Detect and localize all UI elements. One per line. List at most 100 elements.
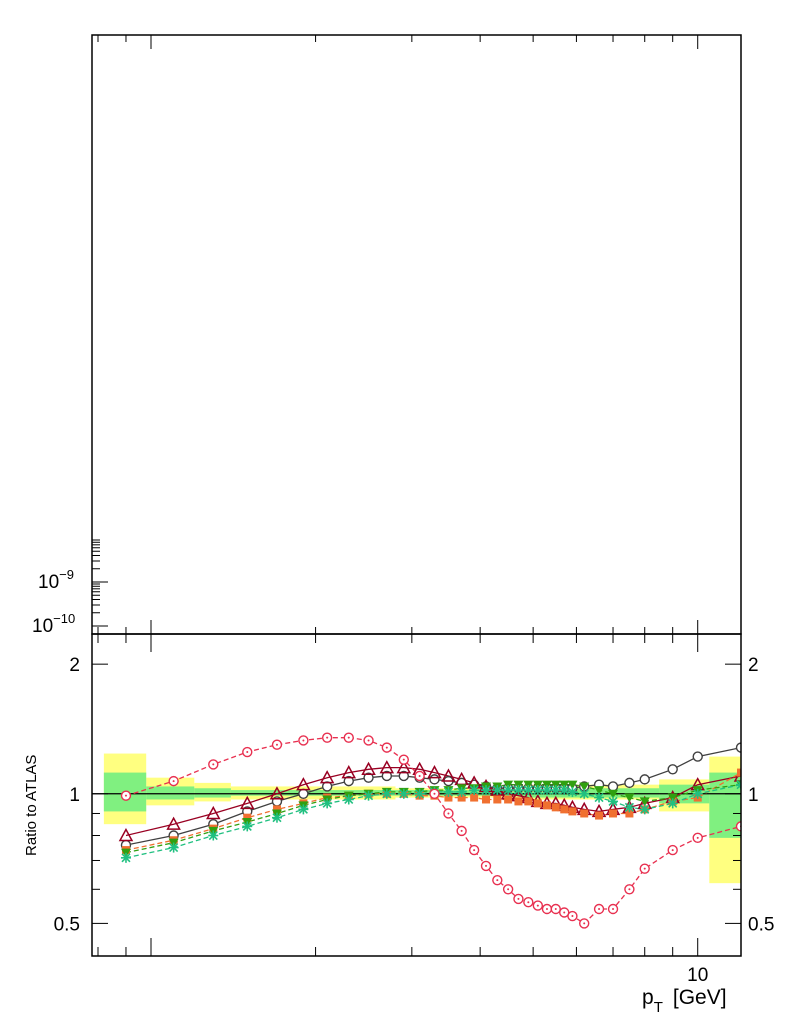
data-point: [580, 809, 589, 818]
data-point: [551, 803, 560, 812]
ratio-ytick-label-left: 1: [69, 785, 80, 806]
uncertainty-band-bin: [395, 790, 524, 796]
data-point: [120, 852, 131, 863]
data-point: [469, 785, 480, 796]
data-point: [504, 795, 513, 804]
star-stroke: [169, 843, 179, 853]
star-stroke: [668, 798, 678, 808]
data-point: [168, 842, 179, 853]
data-point: [532, 785, 543, 796]
data-point: [594, 786, 605, 796]
data-point-center: [347, 736, 350, 739]
data-point: [692, 788, 703, 799]
data-point: [271, 812, 282, 823]
data-point: [567, 786, 578, 797]
star-stroke: [443, 787, 454, 797]
star-stroke: [533, 785, 543, 795]
data-point-center: [473, 849, 476, 852]
data-point: [398, 770, 409, 782]
ratio-ytick-label-right: 0.5: [748, 914, 774, 935]
star-stroke: [542, 785, 552, 795]
data-point: [414, 788, 425, 799]
data-point: [296, 777, 311, 791]
data-point: [361, 761, 376, 776]
data-point: [269, 786, 285, 800]
data-point: [381, 770, 393, 782]
star-stroke: [559, 785, 569, 795]
data-point: [735, 821, 741, 832]
data-point-center: [172, 780, 175, 783]
series-line-1: [125, 766, 741, 837]
data-point: [319, 770, 335, 784]
star-stroke: [513, 785, 524, 795]
upper-ytick-label: 10−10: [32, 611, 75, 637]
data-point-center: [563, 911, 566, 914]
data-point-center: [671, 849, 674, 852]
star-stroke: [382, 789, 392, 799]
data-point: [429, 774, 440, 785]
data-point-center: [496, 879, 499, 882]
data-point: [568, 807, 577, 816]
data-point-center: [545, 908, 548, 911]
data-point: [206, 805, 221, 820]
series-markers: [118, 732, 741, 929]
data-point: [533, 799, 542, 808]
data-point: [737, 768, 741, 777]
star-stroke: [121, 853, 131, 863]
data-point-center: [275, 743, 278, 746]
data-point-center: [433, 792, 436, 795]
uncertainty-band-bin: [709, 772, 741, 838]
data-point-center: [124, 794, 127, 797]
ratio-ytick-label-left: 0.5: [54, 914, 80, 935]
star-stroke: [579, 789, 589, 799]
series-line-0: [125, 746, 741, 846]
data-point: [594, 792, 605, 803]
ratio-plot-frame: [91, 633, 742, 957]
data-point: [492, 785, 503, 796]
data-point: [363, 772, 374, 783]
data-point: [482, 795, 491, 804]
star-stroke: [567, 787, 577, 797]
data-point: [639, 774, 650, 785]
ratio-ytick-labels: 0.5 0.5 1 1 2 2: [54, 655, 775, 935]
data-point: [607, 781, 619, 792]
data-point: [166, 816, 181, 830]
series-lines: [125, 737, 741, 925]
data-point: [503, 785, 514, 796]
data-point: [298, 788, 309, 799]
series-line-4: [125, 784, 741, 859]
data-point: [609, 809, 618, 818]
series-line-3: [125, 784, 741, 854]
data-point: [639, 797, 650, 807]
data-point: [639, 804, 650, 815]
data-point: [579, 788, 590, 799]
x-axis-title: pT [GeV]: [642, 986, 727, 1016]
data-point: [272, 805, 281, 814]
data-point: [481, 785, 492, 796]
star-stroke: [736, 780, 741, 786]
star-stroke: [594, 792, 604, 803]
data-point: [240, 795, 255, 810]
data-point: [624, 777, 635, 789]
star-stroke: [457, 787, 467, 797]
data-point-center: [460, 829, 463, 832]
data-point-center: [418, 774, 421, 777]
data-point: [625, 809, 634, 818]
x-tick-label-10: 10: [687, 965, 708, 986]
data-point: [443, 786, 454, 797]
data-point: [242, 821, 253, 832]
data-point-center: [302, 739, 305, 742]
data-point-center: [527, 901, 530, 904]
series-line-2: [125, 772, 741, 851]
data-point: [667, 764, 678, 775]
data-point-center: [554, 908, 557, 911]
data-point: [541, 785, 552, 796]
data-point: [363, 790, 374, 801]
data-point: [550, 785, 561, 796]
data-point: [470, 793, 479, 802]
data-point: [322, 798, 333, 809]
ratio-y-axis-title: Ratio to ATLAS: [23, 755, 40, 856]
star-stroke: [523, 785, 533, 795]
data-point: [341, 765, 357, 779]
